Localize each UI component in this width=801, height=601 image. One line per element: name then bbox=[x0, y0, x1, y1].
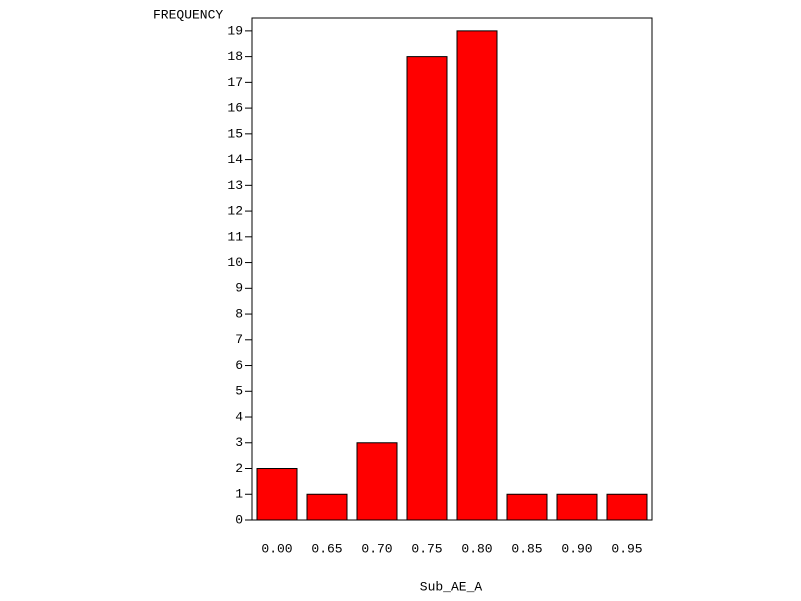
x-tick-label: 0.90 bbox=[561, 541, 592, 556]
y-tick-label: 3 bbox=[235, 435, 243, 450]
y-tick-label: 2 bbox=[235, 461, 243, 476]
y-tick-label: 4 bbox=[235, 409, 243, 424]
x-tick-label: 0.65 bbox=[311, 541, 342, 556]
y-tick-label: 15 bbox=[227, 126, 243, 141]
y-tick-label: 5 bbox=[235, 384, 243, 399]
x-tick-label: 0.70 bbox=[361, 541, 392, 556]
x-tick-label: 0.95 bbox=[611, 541, 642, 556]
x-axis-label: Sub_AE_A bbox=[420, 579, 483, 594]
y-tick-label: 10 bbox=[227, 255, 243, 270]
x-tick-label: 0.80 bbox=[461, 541, 492, 556]
x-tick-label: 0.85 bbox=[511, 541, 542, 556]
x-tick-label: 0.00 bbox=[261, 541, 292, 556]
bar bbox=[456, 30, 498, 521]
bar bbox=[606, 493, 648, 521]
y-tick-label: 12 bbox=[227, 204, 243, 219]
y-axis-label: FREQUENCY bbox=[153, 7, 223, 22]
y-tick-label: 19 bbox=[227, 23, 243, 38]
bar bbox=[506, 493, 548, 521]
y-tick-label: 11 bbox=[227, 229, 243, 244]
bar bbox=[256, 468, 298, 521]
bar bbox=[556, 493, 598, 521]
y-tick-label: 18 bbox=[227, 49, 243, 64]
y-tick-label: 8 bbox=[235, 306, 243, 321]
bar bbox=[356, 442, 398, 521]
bar bbox=[406, 56, 448, 521]
y-tick-label: 0 bbox=[235, 512, 243, 527]
y-tick-label: 1 bbox=[235, 487, 243, 502]
y-tick-label: 13 bbox=[227, 178, 243, 193]
x-tick-label: 0.75 bbox=[411, 541, 442, 556]
plot-frame bbox=[251, 17, 653, 521]
y-tick-label: 7 bbox=[235, 332, 243, 347]
y-tick-label: 6 bbox=[235, 358, 243, 373]
bar bbox=[306, 493, 348, 521]
y-tick-label: 14 bbox=[227, 152, 243, 167]
y-tick-label: 17 bbox=[227, 75, 243, 90]
y-tick-label: 16 bbox=[227, 101, 243, 116]
y-tick-label: 9 bbox=[235, 281, 243, 296]
